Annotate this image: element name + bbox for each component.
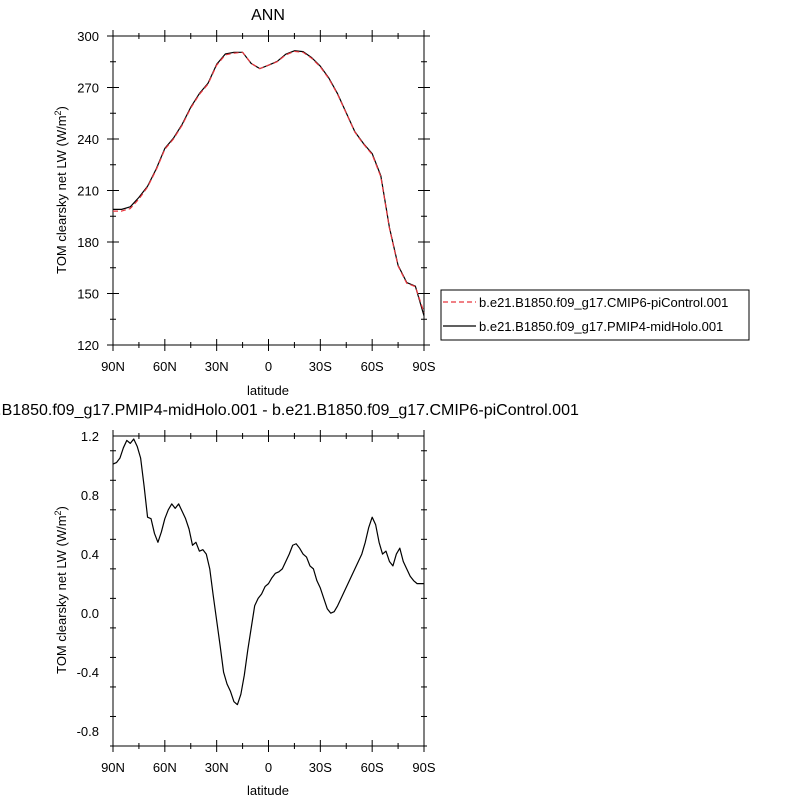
top-y-tick-label: 180: [77, 235, 99, 250]
top-y-axis-label-main: TOM clearsky net LW (W/m: [54, 115, 69, 273]
bottom-x-tick-label: 30N: [205, 760, 229, 775]
bottom-x-tick-label: 30S: [309, 760, 332, 775]
top-y-axis-label-sup: 2: [53, 110, 63, 115]
bottom-y-tick-label: 0.0: [81, 606, 99, 621]
top-y-tick-label: 150: [77, 287, 99, 302]
top-x-tick-label: 60N: [153, 359, 177, 374]
top-x-tick-label: 60S: [361, 359, 384, 374]
top-series-line-1: [113, 50, 425, 316]
top-x-axis-label: latitude: [247, 383, 289, 398]
top-y-tick-label: 210: [77, 184, 99, 199]
top-y-axis-label: TOM clearsky net LW (W/m2): [53, 106, 69, 274]
legend-label-midholo: b.e21.B1850.f09_g17.PMIP4-midHolo.001: [479, 319, 723, 334]
bottom-x-tick-label: 60N: [153, 760, 177, 775]
bottom-x-tick-label: 90N: [101, 760, 125, 775]
bottom-x-tick-label: 60S: [361, 760, 384, 775]
bottom-y-ticks: -0.8 -0.4 0.0 0.4 0.8 1.2: [77, 429, 427, 747]
bottom-x-tick-label: 0: [265, 760, 272, 775]
bottom-series-line-0: [112, 438, 424, 706]
top-x-tick-label: 0: [265, 359, 272, 374]
top-series-line-0: [113, 50, 425, 313]
bottom-x-axis-label: latitude: [247, 783, 289, 798]
bottom-y-axis-label-close: ): [54, 506, 69, 510]
legend-label-picontrol: b.e21.B1850.f09_g17.CMIP6-piControl.001: [479, 295, 728, 310]
top-y-tick-label: 270: [77, 81, 99, 96]
top-x-tick-label: 30N: [205, 359, 229, 374]
bottom-title: b.e21.B1850.f09_g17.PMIP4-midHolo.001 - …: [0, 402, 579, 419]
bottom-y-tick-label: -0.4: [77, 665, 99, 680]
bottom-y-tick-label: -0.8: [77, 724, 99, 739]
legend-box: [440, 289, 750, 341]
top-y-tick-label: 300: [77, 29, 99, 44]
top-x-ticks: 90N 60N 30N 0 30S 60S 90S: [101, 30, 436, 374]
top-title: ANN: [251, 7, 285, 24]
top-series-lines: [113, 50, 425, 316]
bottom-y-axis-label-sup: 2: [53, 510, 63, 515]
bottom-x-tick-label: 90S: [412, 760, 435, 775]
top-plot-frame: [112, 35, 425, 346]
bottom-series-lines: [112, 438, 424, 706]
top-y-tick-label: 120: [77, 338, 99, 353]
bottom-y-axis-label-main: TOM clearsky net LW (W/m: [54, 515, 69, 673]
top-y-axis-label-close: ): [54, 106, 69, 110]
top-y-tick-label: 240: [77, 132, 99, 147]
top-y-ticks: 120 150 180 210 240 270 300: [77, 29, 430, 353]
bottom-y-tick-label: 0.8: [81, 488, 99, 503]
top-x-tick-label: 90S: [412, 359, 435, 374]
top-x-tick-label: 90N: [101, 359, 125, 374]
top-x-tick-label: 30S: [309, 359, 332, 374]
bottom-y-tick-label: 0.4: [81, 547, 99, 562]
bottom-y-axis-label: TOM clearsky net LW (W/m2): [53, 506, 69, 674]
top-panel: ANN 90N 60N 30N 0 30S 60S 90S 120 150 180 210 240 2…: [53, 7, 750, 398]
legend: b.e21.B1850.f09_g17.CMIP6-piControl.001 …: [440, 289, 750, 341]
bottom-panel: b.e21.B1850.f09_g17.PMIP4-midHolo.001 - …: [0, 402, 579, 798]
bottom-y-tick-label: 1.2: [81, 429, 99, 444]
bottom-x-ticks: 90N 60N 30N 0 30S 60S 90S: [101, 430, 436, 775]
bottom-plot-frame: [112, 435, 425, 747]
